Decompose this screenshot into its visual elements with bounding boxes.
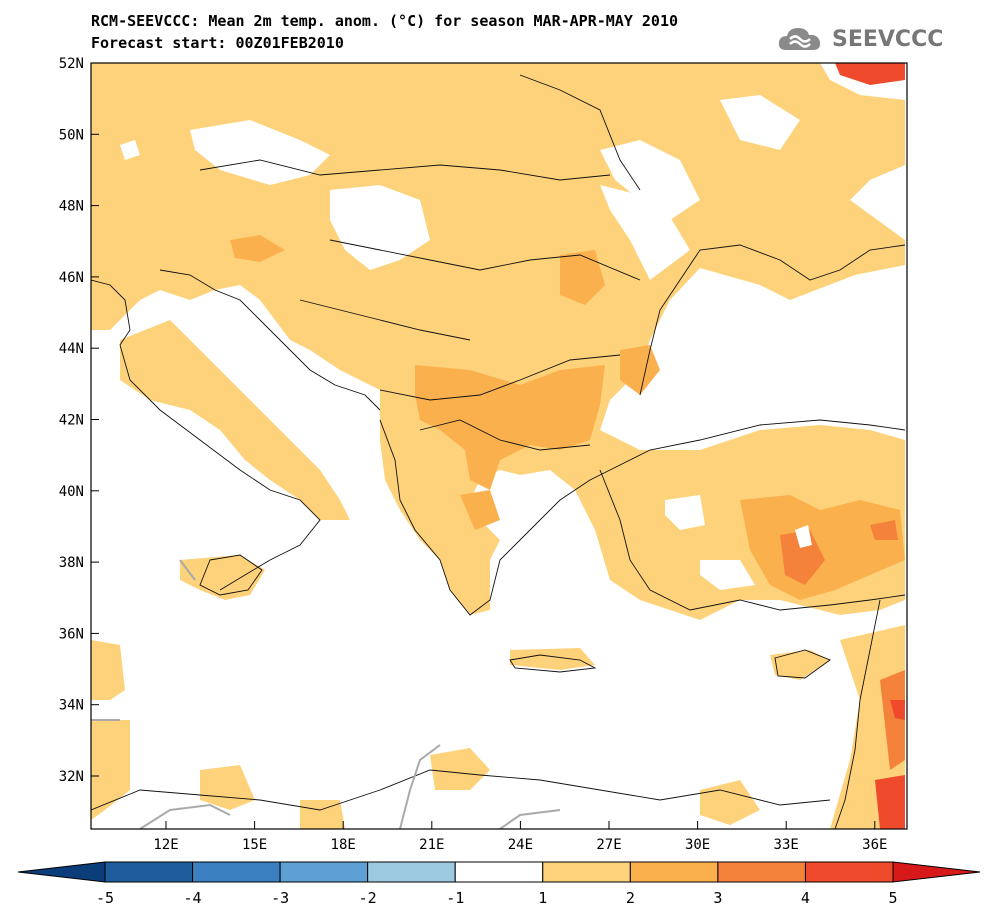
anomaly-1-2-areas xyxy=(91,63,905,829)
colorbar-swatch xyxy=(192,861,281,883)
lon-tick-label: 27E xyxy=(596,837,621,853)
colorbar-swatch xyxy=(367,861,456,883)
anomaly-3-4-areas xyxy=(780,520,905,770)
lon-tick-label: 15E xyxy=(242,837,267,853)
lon-tick-label: 18E xyxy=(331,837,356,853)
logo-label: SEEVCCC xyxy=(832,26,944,52)
colorbar-tick-label: 2 xyxy=(626,889,635,907)
lat-tick-label: 44N xyxy=(59,341,84,357)
colorbar-tick-label: -3 xyxy=(271,889,289,907)
colorbar-swatch xyxy=(629,861,719,883)
colorbar-tick-label: -2 xyxy=(359,889,377,907)
longitude-axis: 12E 15E 18E 21E 24E 27E 30E 33E 36E xyxy=(153,821,887,853)
anomaly-2-3-areas xyxy=(230,235,905,600)
coastlines-borders xyxy=(91,74,906,829)
lon-tick-label: 21E xyxy=(419,837,444,853)
seevccc-logo: SEEVCCC xyxy=(776,22,943,56)
anomaly-4-5-areas xyxy=(835,63,905,829)
lat-tick-label: 34N xyxy=(59,698,84,714)
lat-tick-label: 42N xyxy=(59,413,84,429)
colorbar-tick-label: 4 xyxy=(801,889,810,907)
lat-tick-label: 38N xyxy=(59,555,84,571)
colorbar-tick-label: 1 xyxy=(538,889,547,907)
colorbar-over-arrow xyxy=(892,861,981,883)
lat-tick-label: 46N xyxy=(59,270,84,286)
small-hole xyxy=(795,525,812,548)
colorbar-swatch xyxy=(454,861,544,883)
cloud-icon xyxy=(778,28,821,50)
colorbar-swatch xyxy=(717,861,806,883)
colorbar-swatch xyxy=(542,861,631,883)
colorbar-tick-label: 3 xyxy=(713,889,722,907)
colorbar-under-arrow xyxy=(17,861,106,883)
colorbar-tick-label: 5 xyxy=(888,889,897,907)
lon-tick-label: 30E xyxy=(685,837,710,853)
colorbar-tick-label: -5 xyxy=(96,889,114,907)
anomaly-map xyxy=(91,63,906,829)
colorbar-swatch xyxy=(104,861,194,883)
gray-contours xyxy=(91,559,561,829)
lat-tick-label: 50N xyxy=(59,127,84,143)
lon-tick-label: 12E xyxy=(153,837,178,853)
lat-tick-label: 36N xyxy=(59,626,84,642)
lon-tick-label: 24E xyxy=(508,837,533,853)
latitude-axis: 52N 50N 48N 46N 44N 42N 40N 38N 36N 34N 32N xyxy=(59,56,99,785)
colorbar-swatch xyxy=(279,861,369,883)
lon-tick-label: 33E xyxy=(774,837,799,853)
map-title: RCM-SEEVCCC: Mean 2m temp. anom. (°C) fo… xyxy=(91,12,678,30)
map-frame xyxy=(90,62,908,830)
lon-tick-label: 36E xyxy=(862,837,887,853)
forecast-start-label: Forecast start: 00Z01FEB2010 xyxy=(91,34,344,52)
lat-tick-label: 52N xyxy=(59,56,84,72)
colorbar-swatch xyxy=(804,861,894,883)
lat-tick-label: 32N xyxy=(59,769,84,785)
colorbar-tick-label: -1 xyxy=(446,889,464,907)
lat-tick-label: 48N xyxy=(59,199,84,215)
lat-tick-label: 40N xyxy=(59,484,84,500)
colorbar: -5 -4 -3 -2 -1 1 2 3 4 5 xyxy=(17,861,981,907)
colorbar-tick-label: -4 xyxy=(184,889,202,907)
